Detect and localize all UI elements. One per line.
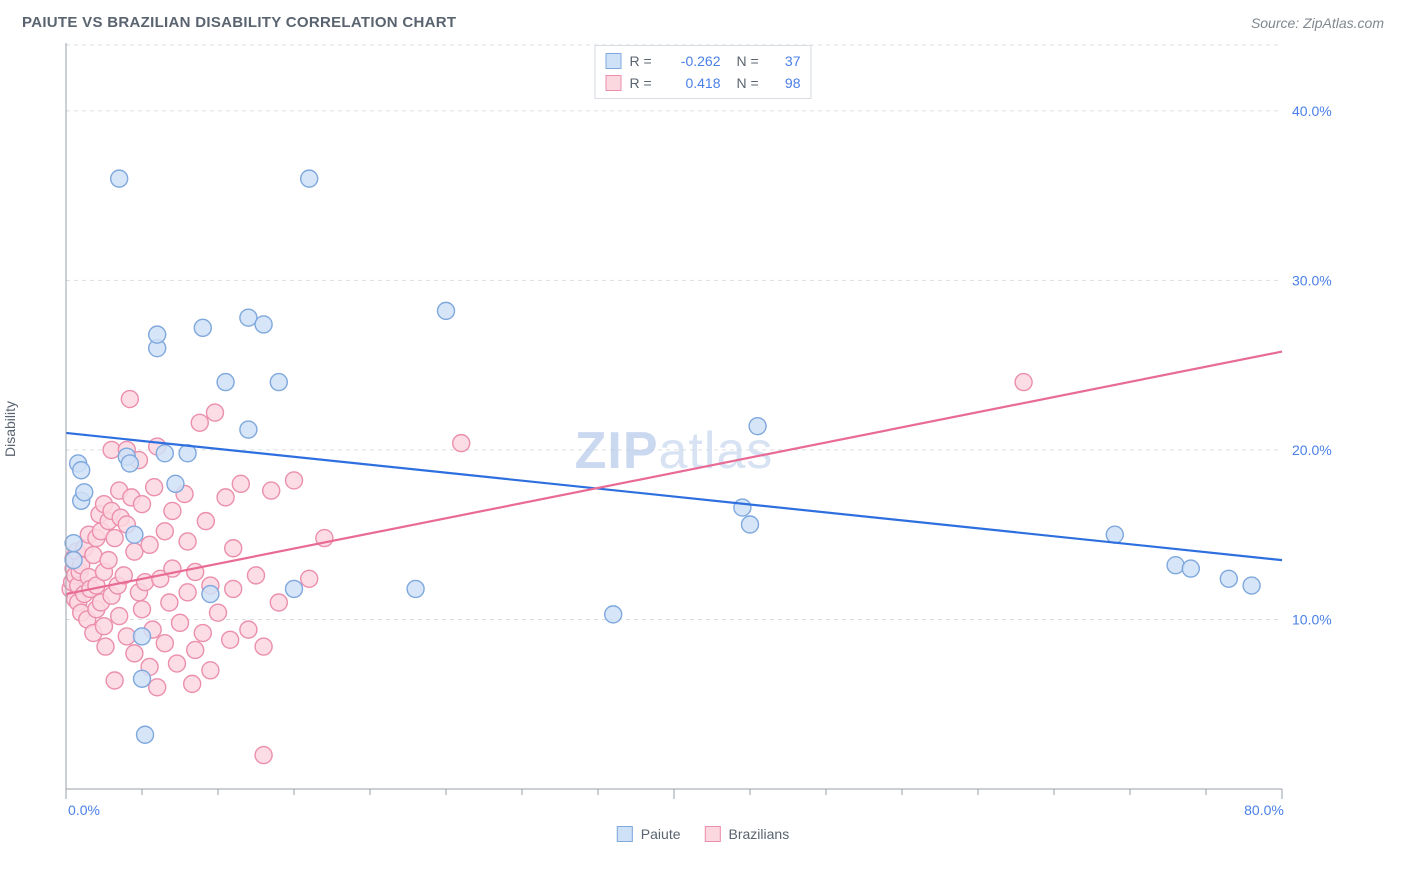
svg-text:10.0%: 10.0% <box>1292 611 1332 627</box>
legend-item-paiute: Paiute <box>617 826 681 842</box>
svg-text:20.0%: 20.0% <box>1292 442 1332 458</box>
legend-label-brazilians: Brazilians <box>729 826 790 842</box>
r-label: R = <box>630 50 658 72</box>
legend-swatch-paiute <box>606 53 622 69</box>
svg-text:ZIPatlas: ZIPatlas <box>575 422 774 480</box>
series-legend: Paiute Brazilians <box>617 826 789 842</box>
legend-swatch-paiute-icon <box>617 826 633 842</box>
n-label: N = <box>737 72 765 94</box>
svg-text:80.0%: 80.0% <box>1244 802 1284 818</box>
y-axis-label: Disability <box>2 401 18 457</box>
source-label: Source: ZipAtlas.com <box>1251 15 1384 31</box>
stats-legend: R = -0.262 N = 37 R = 0.418 N = 98 <box>595 45 812 99</box>
stats-row-paiute: R = -0.262 N = 37 <box>606 50 801 72</box>
svg-text:0.0%: 0.0% <box>68 802 100 818</box>
legend-item-brazilians: Brazilians <box>705 826 790 842</box>
chart-header: PAIUTE VS BRAZILIAN DISABILITY CORRELATI… <box>0 0 1406 39</box>
legend-swatch-brazilians-icon <box>705 826 721 842</box>
n-label: N = <box>737 50 765 72</box>
n-value-paiute: 37 <box>773 50 801 72</box>
legend-label-paiute: Paiute <box>641 826 681 842</box>
legend-swatch-brazilians <box>606 75 622 91</box>
scatter-chart: ZIPatlas 0.0% 80.0% 10.0% 20.0% 30.0% 40.0% <box>22 39 1342 819</box>
r-value-paiute: -0.262 <box>666 50 721 72</box>
svg-text:30.0%: 30.0% <box>1292 272 1332 288</box>
r-label: R = <box>630 72 658 94</box>
n-value-brazilians: 98 <box>773 72 801 94</box>
r-value-brazilians: 0.418 <box>666 72 721 94</box>
svg-text:40.0%: 40.0% <box>1292 103 1332 119</box>
chart-area: Disability ZIPatlas0.0%80.0%10.0%20.0%30… <box>22 39 1384 819</box>
chart-title: PAIUTE VS BRAZILIAN DISABILITY CORRELATI… <box>22 14 456 31</box>
stats-row-brazilians: R = 0.418 N = 98 <box>606 72 801 94</box>
